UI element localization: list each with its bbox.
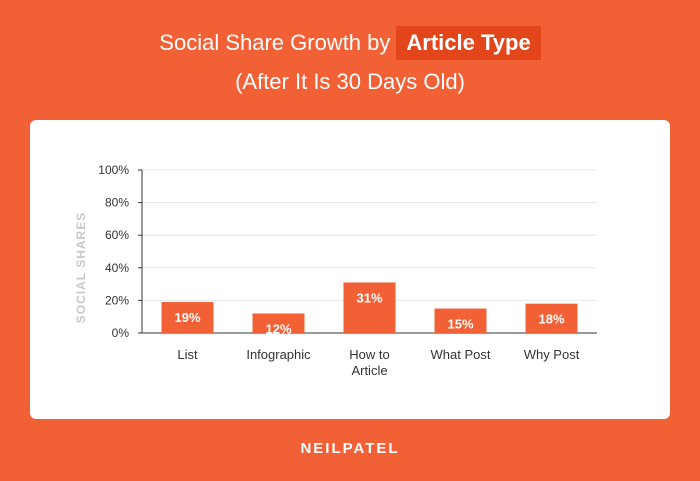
chart-card: 0% 20% 40% 60% 80% 100% SOCIAL SHARES 19% List 12…	[30, 120, 670, 419]
y-tick-label: 100%	[98, 163, 129, 177]
bar-data-label: 31%	[356, 290, 382, 305]
y-tick-label: 20%	[105, 293, 129, 307]
bar-data-label: 18%	[538, 312, 564, 327]
title-highlight: Article Type	[396, 26, 541, 60]
x-category-label: Why Post	[524, 347, 580, 362]
x-category-label: How to Article	[349, 347, 389, 378]
y-tick-label: 40%	[105, 261, 129, 275]
brand-logo: NEILPATEL	[300, 440, 400, 457]
y-tick-label: 0%	[112, 326, 130, 340]
bar	[525, 303, 578, 333]
chart-subtitle: (After It Is 30 Days Old)	[235, 69, 465, 94]
chart-title: Social Share Growth by Article Type	[0, 26, 700, 60]
bar-data-label: 15%	[447, 317, 473, 332]
x-category-label: List	[177, 347, 198, 362]
x-category-label: Infographic	[246, 347, 311, 362]
bar-data-label: 19%	[174, 310, 200, 325]
bar	[161, 302, 214, 333]
bar-data-label: 12%	[265, 321, 291, 336]
y-axis-label: SOCIAL SHARES	[74, 212, 88, 323]
y-tick-label: 80%	[105, 196, 129, 210]
bar	[434, 308, 487, 333]
y-tick-label: 60%	[105, 228, 129, 242]
bar-chart: 0% 20% 40% 60% 80% 100% SOCIAL SHARES 19% List 12…	[74, 163, 597, 378]
bar	[252, 313, 305, 333]
bar	[343, 282, 396, 333]
title-prefix: Social Share Growth by	[159, 30, 391, 55]
x-category-label: What Post	[431, 347, 491, 362]
